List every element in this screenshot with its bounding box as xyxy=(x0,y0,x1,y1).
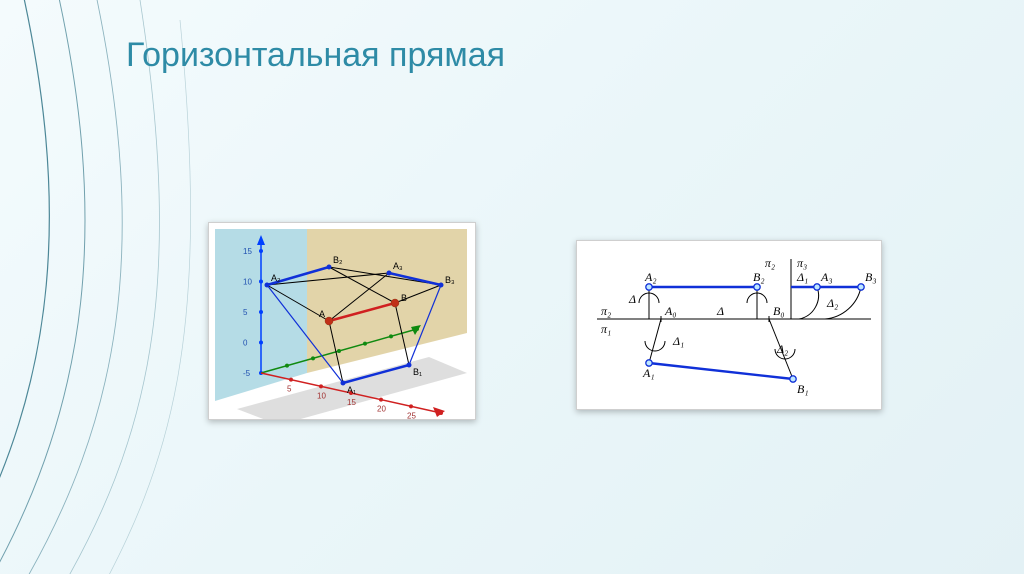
svg-text:B₁: B₁ xyxy=(797,382,809,396)
svg-text:π₂: π₂ xyxy=(765,256,775,270)
page-title: Горизонтальная прямая xyxy=(126,36,505,75)
svg-text:A₂: A₂ xyxy=(271,273,281,283)
svg-text:10: 10 xyxy=(317,391,326,400)
svg-text:B: B xyxy=(401,293,407,303)
diagram-3d: -5 0 5 10 15 5 10 15 20 25 30 A₂ B₂ A₃ B₃ A₁ B₁ A B xyxy=(209,223,475,419)
svg-text:-5: -5 xyxy=(243,369,251,378)
svg-text:25: 25 xyxy=(407,411,416,419)
svg-text:Δ: Δ xyxy=(628,292,636,306)
svg-text:B₂: B₂ xyxy=(753,270,765,284)
svg-text:Δ₂: Δ₂ xyxy=(826,296,838,310)
svg-text:A₁: A₁ xyxy=(347,385,356,395)
svg-text:Δ₁: Δ₁ xyxy=(796,270,808,284)
panel-3d-projection: -5 0 5 10 15 5 10 15 20 25 30 A₂ B₂ A₃ B₃ A₁ B₁ A B xyxy=(208,222,476,420)
panel-epure: π₂ π₁ π₂ π₃ A₂ B₂ A₃ B₃ A₀ B₀ A₁ B₁ Δ Δ Δ₁ Δ₂ Δ₁ Δ₂ xyxy=(576,240,882,410)
svg-text:30: 30 xyxy=(437,418,446,419)
svg-text:A₁: A₁ xyxy=(642,366,655,380)
svg-text:A₂: A₂ xyxy=(644,270,657,284)
svg-text:A₀: A₀ xyxy=(664,304,677,318)
svg-text:15: 15 xyxy=(243,247,252,256)
svg-text:A₃: A₃ xyxy=(393,261,403,271)
svg-text:B₀: B₀ xyxy=(773,304,785,318)
svg-text:π₂: π₂ xyxy=(601,304,611,318)
svg-text:20: 20 xyxy=(377,405,386,414)
svg-text:A₃: A₃ xyxy=(820,270,833,284)
decorative-curves xyxy=(0,0,220,574)
svg-text:10: 10 xyxy=(243,278,252,287)
svg-text:B₁: B₁ xyxy=(413,367,422,377)
svg-text:5: 5 xyxy=(287,385,292,394)
svg-text:π₃: π₃ xyxy=(797,256,807,270)
svg-text:B₃: B₃ xyxy=(445,275,455,285)
svg-text:0: 0 xyxy=(243,339,248,348)
svg-text:B₃: B₃ xyxy=(865,270,877,284)
svg-text:15: 15 xyxy=(347,398,356,407)
svg-text:A: A xyxy=(319,309,325,319)
svg-text:Δ: Δ xyxy=(716,304,724,318)
slide: Горизонтальная прямая -5 0 5 10 15 5 10 15 20 25 3… xyxy=(0,0,1024,574)
svg-text:π₁: π₁ xyxy=(601,322,611,336)
svg-text:Δ₁: Δ₁ xyxy=(672,334,684,348)
svg-text:B₂: B₂ xyxy=(333,255,343,265)
svg-text:5: 5 xyxy=(243,308,248,317)
svg-text:Δ₂: Δ₂ xyxy=(776,342,788,356)
diagram-epure: π₂ π₁ π₂ π₃ A₂ B₂ A₃ B₃ A₀ B₀ A₁ B₁ Δ Δ Δ₁ Δ₂ Δ₁ Δ₂ xyxy=(577,241,881,409)
